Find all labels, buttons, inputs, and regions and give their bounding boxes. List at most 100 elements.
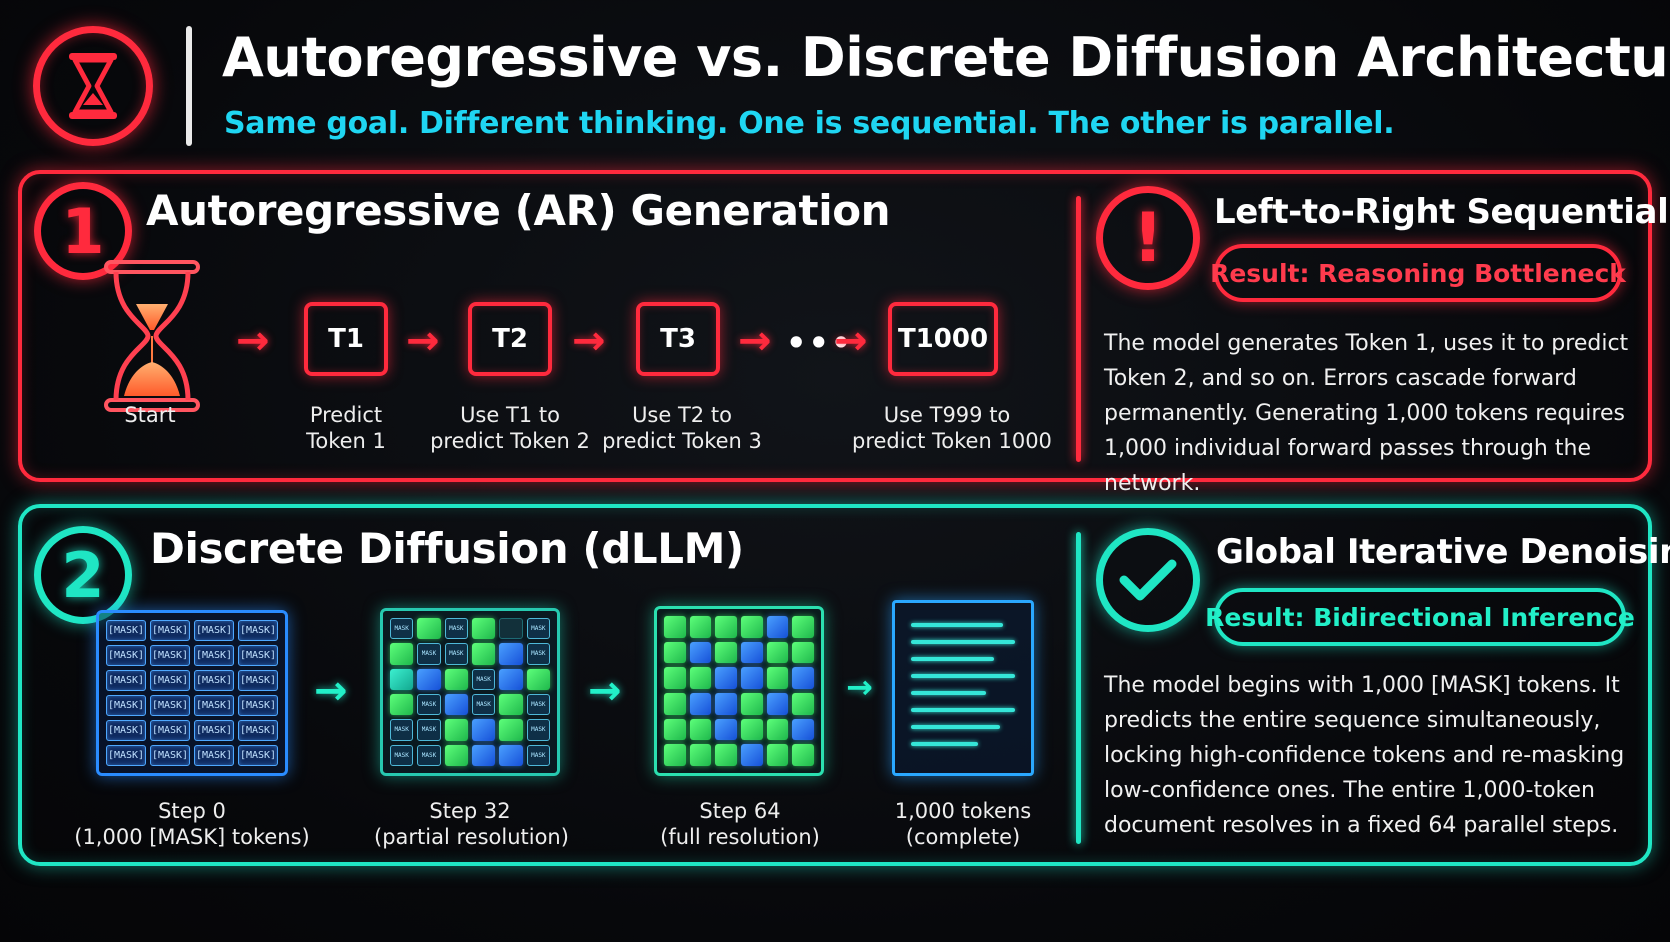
token-caption-1: Predict Token 1 xyxy=(284,402,408,454)
mask-token-cell: [MASK] xyxy=(194,745,234,766)
mask-token-cell: MASK xyxy=(526,643,550,665)
mask-token-cell: [MASK] xyxy=(238,745,278,766)
token-caption-2: Use T1 to predict Token 2 xyxy=(430,402,590,454)
diffusion-section-number: 2 xyxy=(34,526,132,624)
resolved-token-cell xyxy=(390,668,414,690)
resolved-token-cell xyxy=(792,616,814,638)
mask-token-cell: MASK xyxy=(417,643,441,665)
resolved-token-cell xyxy=(715,616,737,638)
ar-result-badge: Result: Reasoning Bottleneck xyxy=(1210,244,1626,302)
step-caption-64: Step 64 (full resolution) xyxy=(650,798,830,850)
resolved-token-cell xyxy=(499,719,523,741)
mask-token-cell: MASK xyxy=(444,643,468,665)
exclamation-icon: ! xyxy=(1096,186,1200,290)
token-box-t1: T1 xyxy=(304,302,388,376)
mask-grid-step-0: [MASK] [MASK] [MASK] [MASK] [MASK] [MASK] [MAS… xyxy=(96,610,288,776)
resolved-token-cell xyxy=(715,744,737,766)
resolved-token-cell xyxy=(664,692,686,715)
caption-line: predict Token 3 xyxy=(602,429,762,453)
caption-line: (full resolution) xyxy=(660,825,820,849)
resolved-token-cell xyxy=(472,744,496,766)
resolved-token-cell xyxy=(689,692,712,715)
document-icon xyxy=(892,600,1034,776)
hourglass-icon xyxy=(100,256,204,416)
caption-line: (1,000 [MASK] tokens) xyxy=(74,825,310,849)
hourglass-logo-icon xyxy=(33,26,153,146)
mask-token-cell: [MASK] xyxy=(150,645,190,666)
mask-token-cell: [MASK] xyxy=(238,670,278,691)
mask-token-cell: MASK xyxy=(390,618,414,640)
caption-line: predict Token 1000 xyxy=(852,429,1052,453)
resolved-token-cell xyxy=(689,616,712,638)
resolved-token-cell xyxy=(390,694,414,716)
token-box-t2: T2 xyxy=(468,302,552,376)
caption-line: Step 0 xyxy=(158,799,226,823)
ellipsis: ••• xyxy=(786,324,854,362)
mask-token-cell: [MASK] xyxy=(106,695,146,716)
resolved-token-cell xyxy=(766,744,789,766)
diffusion-panel xyxy=(18,504,1652,866)
diffusion-section-title: Discrete Diffusion (dLLM) xyxy=(150,524,744,573)
caption-line: Predict xyxy=(309,403,383,427)
resolved-token-cell xyxy=(472,618,496,640)
arrow-right-icon: → xyxy=(314,668,348,714)
mask-token-cell: MASK xyxy=(444,618,468,640)
resolved-token-cell xyxy=(499,643,523,665)
step-caption-32: Step 32 (partial resolution) xyxy=(374,798,569,850)
resolved-token-cell xyxy=(792,718,814,741)
mask-token-cell: [MASK] xyxy=(150,695,190,716)
resolved-token-cell xyxy=(766,616,789,638)
mask-token-cell: [MASK] xyxy=(106,620,146,641)
mask-token-cell: [MASK] xyxy=(194,645,234,666)
mask-token-cell: [MASK] xyxy=(106,645,146,666)
resolved-token-cell xyxy=(766,718,789,741)
token-box-t1000: T1000 xyxy=(888,302,998,376)
arrow-right-icon: → xyxy=(236,318,270,364)
mask-token-cell: MASK xyxy=(526,719,550,741)
resolved-token-cell xyxy=(792,692,814,715)
diffusion-description: The model begins with 1,000 [MASK] token… xyxy=(1104,673,1625,838)
resolved-token-cell xyxy=(766,692,789,715)
resolved-token-cell xyxy=(740,616,763,638)
resolved-token-cell xyxy=(715,641,737,664)
caption-line: Token 1 xyxy=(306,429,386,453)
resolved-token-cell xyxy=(689,667,712,689)
mask-token-cell: MASK xyxy=(417,744,441,766)
resolved-token-cell xyxy=(444,668,468,690)
mask-token-cell: [MASK] xyxy=(106,745,146,766)
mask-token-cell: MASK xyxy=(417,719,441,741)
resolved-token-cell xyxy=(664,641,686,664)
token-box-t3: T3 xyxy=(636,302,720,376)
resolved-token-cell xyxy=(499,744,523,766)
resolved-token-cell xyxy=(499,694,523,716)
mask-token-cell: MASK xyxy=(472,668,496,690)
mask-token-cell: [MASK] xyxy=(194,695,234,716)
resolved-token-cell xyxy=(526,668,550,690)
caption-line: Step 32 xyxy=(429,799,511,823)
mask-token-cell: [MASK] xyxy=(106,670,146,691)
ar-panel-divider xyxy=(1076,196,1081,462)
page-subtitle: Same goal. Different thinking. One is se… xyxy=(224,106,1395,141)
resolved-token-cell xyxy=(664,616,686,638)
arrow-right-icon: → xyxy=(738,318,772,364)
resolved-token-cell xyxy=(499,618,523,640)
resolved-token-cell xyxy=(444,744,468,766)
mask-token-cell: [MASK] xyxy=(194,670,234,691)
ar-side-title: Left-to-Right Sequential xyxy=(1214,192,1669,232)
diffusion-panel-divider xyxy=(1076,532,1081,844)
ar-section-number: 1 xyxy=(34,182,132,280)
mask-token-cell: MASK xyxy=(472,694,496,716)
ar-description: The model generates Token 1, uses it to … xyxy=(1104,331,1629,496)
resolved-token-cell xyxy=(792,667,814,689)
ar-section-title: Autoregressive (AR) Generation xyxy=(146,186,891,235)
resolved-token-cell xyxy=(715,667,737,689)
start-label: Start xyxy=(124,403,176,427)
resolved-token-cell xyxy=(664,667,686,689)
mask-token-cell: MASK xyxy=(417,694,441,716)
resolved-token-cell xyxy=(792,744,814,766)
mask-token-cell: [MASK] xyxy=(194,620,234,641)
resolved-token-cell xyxy=(740,667,763,689)
resolved-token-cell xyxy=(689,641,712,664)
resolved-token-cell xyxy=(664,718,686,741)
header-divider xyxy=(186,26,192,146)
